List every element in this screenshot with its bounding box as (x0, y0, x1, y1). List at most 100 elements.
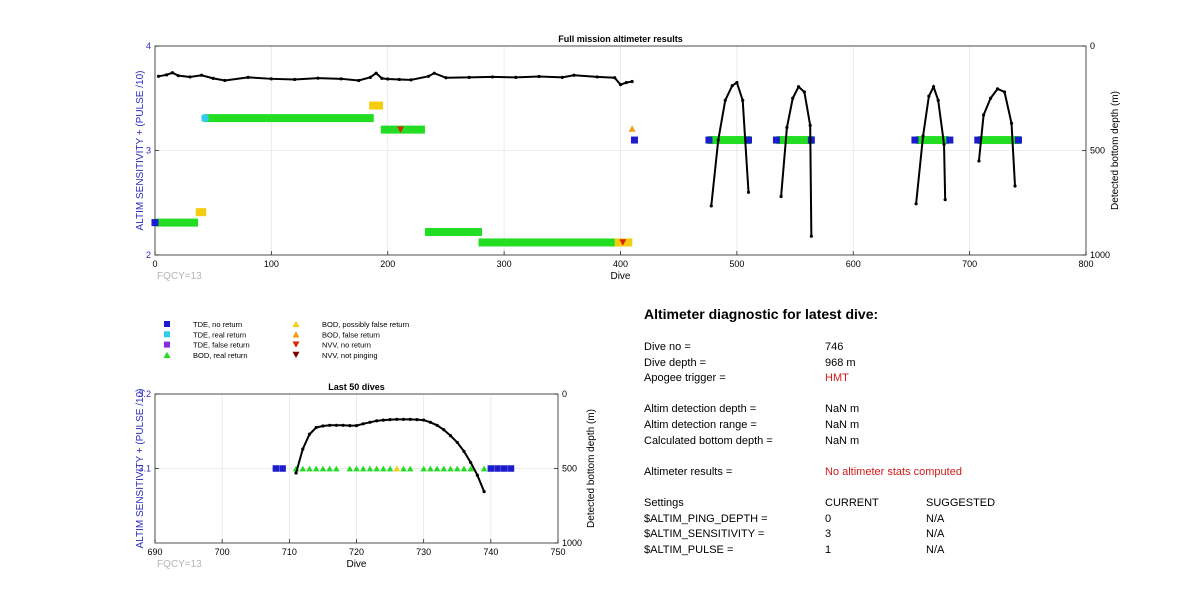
depth-point (455, 440, 459, 445)
depth-point (995, 87, 1000, 91)
depth-point (246, 75, 250, 79)
y-axis-label: ALTIM SENSITIVITY + (PULSE /10) (135, 389, 146, 549)
altimeter-results-label: Altimeter results = (644, 465, 733, 478)
depth-point (368, 75, 372, 79)
setting-current: 0 (825, 512, 832, 525)
altimeter-results-row: Altimeter results = No altimeter stats c… (644, 465, 1144, 481)
marker-band-bod_real (478, 238, 633, 247)
detection-depth-row: Altim detection depth = NaN m (644, 402, 1144, 418)
legend-label: NVV, not pinging (322, 351, 378, 360)
depth-point (537, 74, 541, 79)
marker-band-bod_real (707, 136, 751, 145)
depth-point (1013, 184, 1017, 188)
x-tick-label: 690 (147, 547, 162, 557)
marker-bod_false (628, 125, 636, 132)
depth-point (293, 77, 297, 82)
depth-point (802, 90, 806, 94)
x-tick-label: 100 (264, 259, 279, 269)
depth-point (709, 204, 713, 208)
settings-label: Settings (644, 496, 684, 509)
depth-point (386, 77, 390, 81)
chart-title: Last 50 dives (328, 382, 385, 392)
marker-bod_real (299, 465, 307, 472)
depth-point (381, 418, 385, 422)
depth-point (223, 78, 227, 83)
calculated-bottom-value: NaN m (825, 434, 860, 447)
depth-point (981, 113, 986, 117)
marker-band-bod_real (916, 136, 949, 145)
marker-tde_no (279, 465, 286, 472)
depth-point (730, 84, 734, 88)
y2-axis-label: Detected bottom depth (m) (586, 409, 597, 528)
depth-point (321, 424, 325, 428)
x-tick-label: 600 (846, 259, 861, 269)
marker-bod_real (467, 465, 474, 472)
y2-tick-label: 1000 (562, 538, 582, 548)
depth-point (426, 74, 431, 78)
depth-point (779, 194, 783, 199)
fqcy-annotation: FQCY=13 (157, 559, 202, 570)
depth-point (165, 73, 169, 77)
dive-no-row: Dive no = 746 (644, 340, 1144, 356)
depth-line (158, 71, 633, 86)
depth-point (444, 76, 448, 80)
depth-point (977, 159, 981, 163)
depth-point (176, 74, 180, 78)
marker-bod_real (333, 465, 340, 472)
x-tick-label: 740 (483, 547, 498, 557)
depth-point (361, 422, 365, 426)
x-tick-label: 500 (729, 259, 744, 269)
marker-bod_possibly_false (393, 465, 401, 472)
marker-bod_real (440, 465, 448, 472)
depth-point (348, 423, 352, 428)
depth-point (785, 125, 789, 130)
depth-point (397, 77, 401, 82)
marker-bod_real (406, 465, 414, 472)
setting-current: 1 (825, 543, 832, 556)
depth-point (432, 71, 436, 75)
depth-point (375, 419, 379, 423)
setting-current: 3 (825, 528, 832, 541)
depth-point (442, 428, 446, 432)
x-tick-label: 700 (215, 547, 230, 557)
marker-bod_real (306, 465, 313, 472)
depth-point (931, 85, 936, 89)
depth-point (595, 75, 599, 79)
depth-point (746, 190, 751, 194)
legend-label: TDE, false return (193, 341, 250, 350)
marker-band-bod_real (203, 114, 374, 123)
depth-point (741, 98, 745, 102)
x-tick-label: 720 (349, 547, 364, 557)
marker-tde_no (745, 136, 753, 144)
dive-depth-label: Dive depth = (644, 356, 707, 369)
depth-point (388, 418, 392, 422)
calculated-bottom-label: Calculated bottom depth = (644, 434, 773, 447)
marker-tde_no (272, 465, 280, 472)
dive-depth-row: Dive depth = 968 m (644, 356, 1144, 372)
y-tick-label: 4 (146, 41, 151, 51)
depth-point (188, 75, 192, 79)
marker-bod_real (400, 465, 407, 472)
marker-bod_real (380, 465, 387, 472)
depth-point (921, 134, 925, 138)
marker-tde_no (772, 136, 780, 144)
marker-tde_no (807, 136, 815, 144)
depth-point (395, 417, 399, 421)
depth-point (415, 418, 419, 422)
depth-point (368, 420, 372, 424)
depth-point (490, 75, 495, 79)
x-tick-label: 730 (416, 547, 431, 557)
marker-band-bod_real (155, 218, 199, 227)
depth-point (514, 75, 518, 79)
depth-point (618, 83, 623, 87)
apogee-label: Apogee trigger = (644, 372, 726, 385)
fqcy-annotation: FQCY=13 (157, 271, 202, 282)
marker-tde_no (151, 219, 159, 227)
depth-point (1009, 121, 1014, 125)
depth-point (170, 71, 175, 75)
depth-point (341, 423, 345, 427)
detection-depth-value: NaN m (825, 403, 860, 416)
depth-point (409, 78, 413, 82)
depth-point (560, 75, 564, 79)
